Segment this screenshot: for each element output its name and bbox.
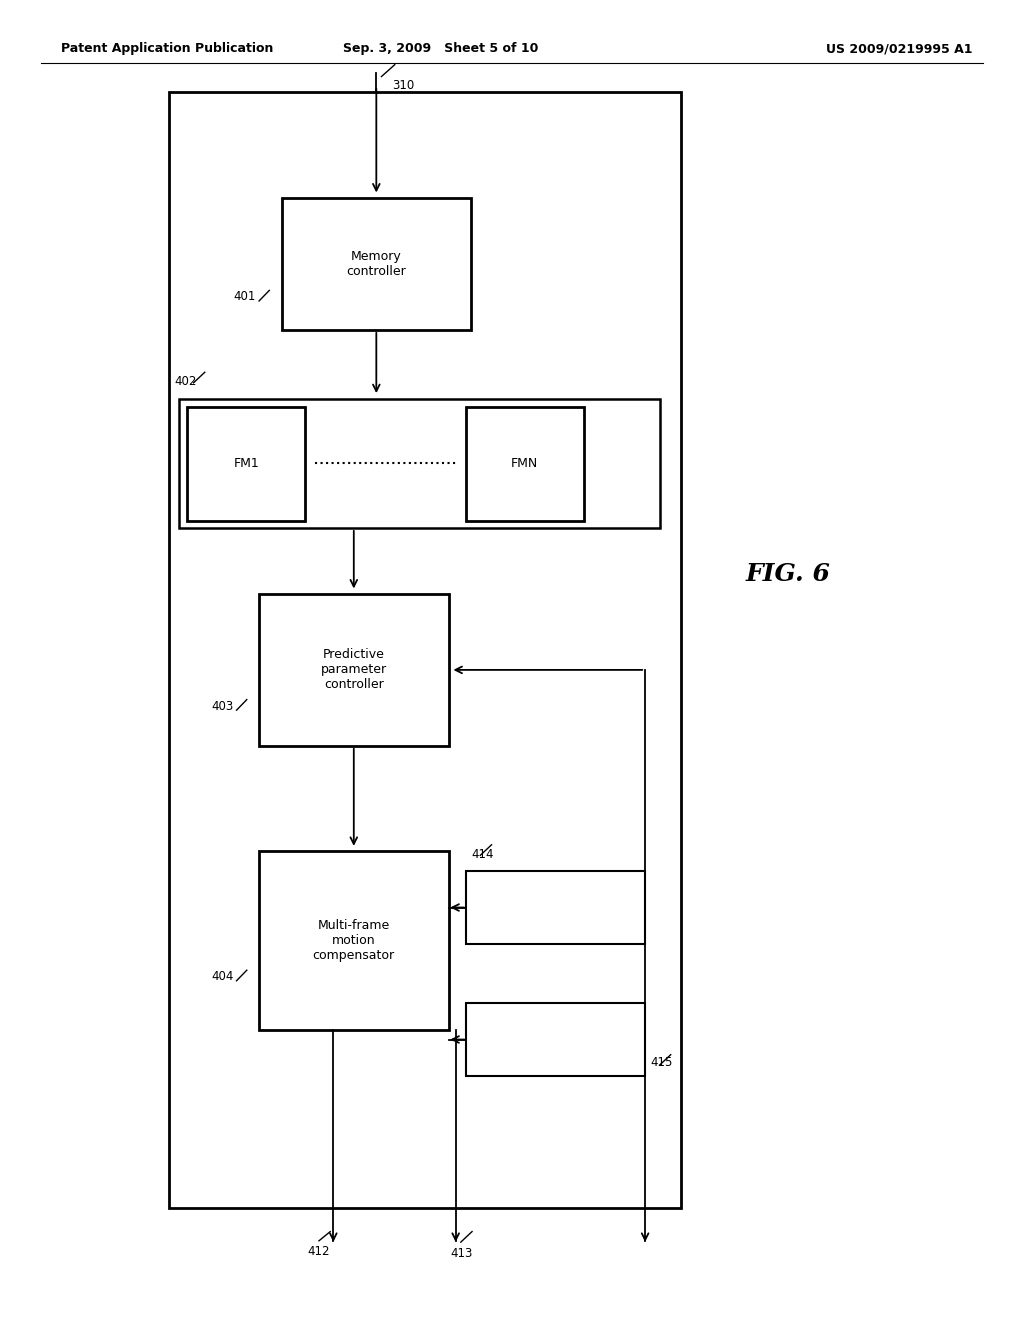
Text: FM1: FM1 (233, 458, 259, 470)
Bar (466, 871, 645, 944)
Bar (259, 594, 449, 746)
Text: Memory
controller: Memory controller (346, 249, 407, 279)
Text: 415: 415 (650, 1056, 673, 1069)
Text: 310: 310 (392, 79, 414, 92)
Bar (466, 1003, 645, 1076)
Bar (179, 399, 660, 528)
Text: FMN: FMN (511, 458, 539, 470)
Text: Sep. 3, 2009   Sheet 5 of 10: Sep. 3, 2009 Sheet 5 of 10 (343, 42, 538, 55)
Text: 404: 404 (211, 970, 233, 983)
Text: 402: 402 (174, 375, 197, 388)
Text: 403: 403 (211, 700, 233, 713)
Text: US 2009/0219995 A1: US 2009/0219995 A1 (826, 42, 973, 55)
Text: 413: 413 (451, 1247, 473, 1261)
Bar (466, 407, 584, 521)
Bar (282, 198, 471, 330)
Bar (187, 407, 305, 521)
Text: 412: 412 (307, 1245, 330, 1258)
Bar (169, 92, 681, 1208)
Text: 414: 414 (471, 847, 494, 861)
Text: 401: 401 (233, 290, 256, 304)
Text: Patent Application Publication: Patent Application Publication (61, 42, 273, 55)
Text: Multi-frame
motion
compensator: Multi-frame motion compensator (312, 919, 395, 962)
Text: Predictive
parameter
controller: Predictive parameter controller (321, 648, 387, 692)
Text: FIG. 6: FIG. 6 (746, 562, 830, 586)
Bar (259, 851, 449, 1030)
